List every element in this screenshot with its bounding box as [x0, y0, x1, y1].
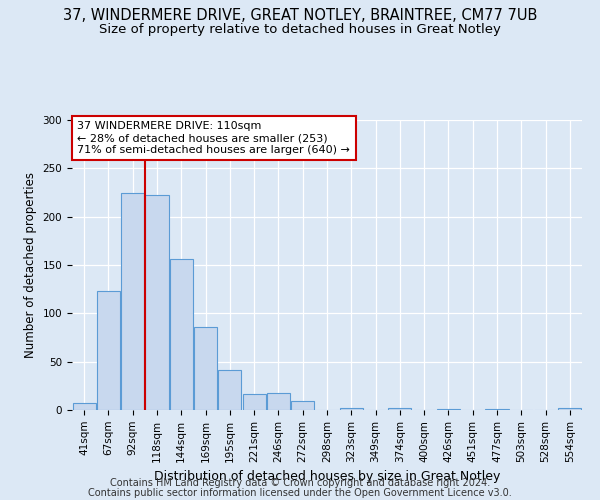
Bar — [388, 408, 412, 410]
X-axis label: Distribution of detached houses by size in Great Notley: Distribution of detached houses by size … — [154, 470, 500, 483]
Text: Contains HM Land Registry data © Crown copyright and database right 2024.: Contains HM Land Registry data © Crown c… — [110, 478, 490, 488]
Bar — [267, 392, 290, 410]
Bar — [242, 394, 266, 410]
Bar — [485, 409, 509, 410]
Bar — [121, 192, 144, 410]
Text: 37 WINDERMERE DRIVE: 110sqm
← 28% of detached houses are smaller (253)
71% of se: 37 WINDERMERE DRIVE: 110sqm ← 28% of det… — [77, 122, 350, 154]
Bar — [73, 403, 95, 410]
Text: Contains public sector information licensed under the Open Government Licence v3: Contains public sector information licen… — [88, 488, 512, 498]
Bar — [218, 370, 241, 410]
Text: Size of property relative to detached houses in Great Notley: Size of property relative to detached ho… — [99, 22, 501, 36]
Bar — [340, 408, 363, 410]
Bar — [437, 409, 460, 410]
Bar — [291, 402, 314, 410]
Bar — [194, 327, 217, 410]
Y-axis label: Number of detached properties: Number of detached properties — [24, 172, 37, 358]
Bar — [559, 408, 581, 410]
Text: 37, WINDERMERE DRIVE, GREAT NOTLEY, BRAINTREE, CM77 7UB: 37, WINDERMERE DRIVE, GREAT NOTLEY, BRAI… — [63, 8, 537, 22]
Bar — [145, 196, 169, 410]
Bar — [170, 259, 193, 410]
Bar — [97, 291, 120, 410]
